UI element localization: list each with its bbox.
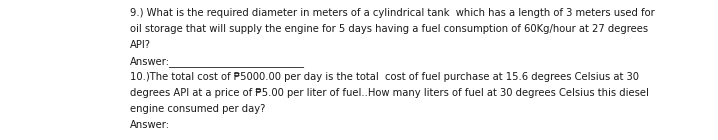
Text: engine consumed per day?: engine consumed per day?	[130, 104, 266, 114]
Text: API?: API?	[130, 40, 151, 50]
Text: 9.) What is the required diameter in meters of a cylindrical tank  which has a l: 9.) What is the required diameter in met…	[130, 8, 655, 18]
Text: Answer:: Answer:	[130, 120, 170, 130]
Text: oil storage that will supply the engine for 5 days having a fuel consumption of : oil storage that will supply the engine …	[130, 24, 648, 34]
Text: Answer:___________________________: Answer:___________________________	[130, 56, 305, 67]
Text: 10.)The total cost of ₱5000.00 per day is the total  cost of fuel purchase at 15: 10.)The total cost of ₱5000.00 per day i…	[130, 72, 639, 82]
Text: degrees API at a price of ₱5.00 per liter of fuel..How many liters of fuel at 30: degrees API at a price of ₱5.00 per lite…	[130, 88, 649, 98]
